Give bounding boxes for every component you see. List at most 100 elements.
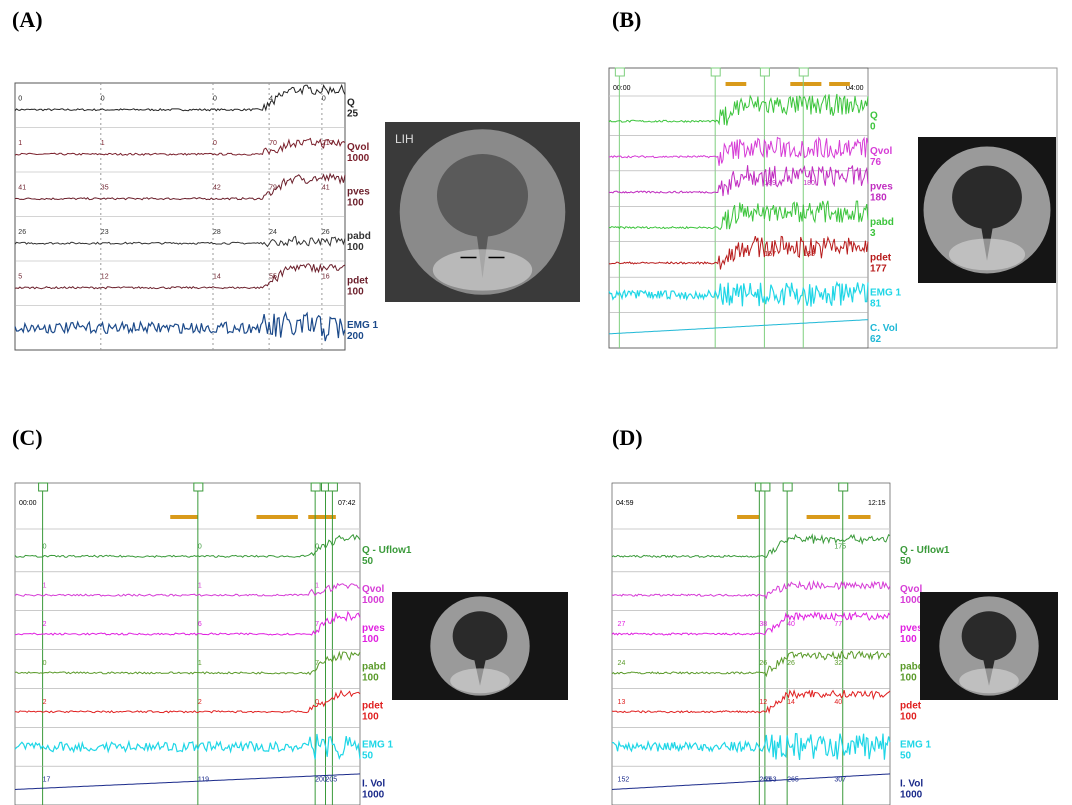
trace-value: 0 (43, 660, 47, 667)
channel-scale: 1000 (362, 789, 385, 800)
trace-value: 55 (269, 273, 277, 280)
bladder (452, 611, 508, 661)
trace-value: 0 (315, 543, 319, 550)
channel-name: Q (347, 98, 355, 109)
trace-value: 23 (101, 229, 109, 236)
trace (14, 263, 346, 290)
channel-scale: 25 (347, 109, 359, 120)
channel-name: I. Vol (362, 778, 385, 789)
trace-value: 28 (213, 229, 221, 236)
bladder (961, 611, 1017, 661)
channel-name: pves (870, 181, 893, 192)
channel-name: I. Vol (900, 778, 923, 789)
channel-name: pves (900, 623, 923, 634)
channel-name: EMG 1 (900, 739, 932, 750)
event-bar (829, 82, 850, 86)
event-flag (838, 482, 849, 492)
channel-scale: 50 (900, 556, 912, 567)
trace (611, 579, 891, 600)
trace-value: 307 (834, 777, 846, 784)
trace-value: 263 (759, 777, 771, 784)
trace-value: 14 (213, 273, 221, 280)
trace-value: 200 (315, 777, 327, 784)
trace-value: 77 (834, 621, 842, 628)
trace-value: 12 (101, 273, 109, 280)
trace-value: 2 (43, 621, 47, 628)
trace (14, 650, 361, 676)
channel-name: pves (362, 623, 385, 634)
channel-name: pdet (900, 701, 922, 712)
event-bar (848, 515, 871, 519)
channel-scale: 76 (870, 157, 882, 168)
event-bar (308, 515, 336, 519)
lower-glow (450, 668, 510, 694)
channel-scale: 180 (870, 192, 887, 203)
trace-value: 0 (213, 140, 217, 147)
channel-scale: 81 (870, 299, 882, 310)
channel-scale: 62 (870, 334, 882, 345)
channel-scale: 1000 (362, 595, 385, 606)
panel-label: (C) (12, 425, 43, 450)
trace (611, 689, 891, 714)
trace-value: 180 (803, 180, 815, 187)
channel-name: pabd (900, 662, 924, 673)
trace (14, 689, 361, 714)
trace (611, 533, 891, 559)
channel-name: pabd (870, 217, 894, 228)
channel-scale: 100 (347, 198, 364, 209)
trace-box (608, 67, 869, 349)
time-label: 04:59 (616, 500, 634, 507)
trace-value: 41 (322, 184, 330, 191)
trace (14, 533, 361, 558)
time-label: 00:00 (19, 500, 37, 507)
trace-value: 26 (18, 229, 26, 236)
trace-value: 2 (43, 699, 47, 706)
time-label: 04:00 (846, 85, 864, 92)
event-flag (310, 482, 321, 492)
trace (608, 280, 869, 307)
trace-value: 24 (618, 660, 626, 667)
lower-glow (948, 238, 1026, 271)
channel-scale: 1000 (900, 789, 923, 800)
event-flag (710, 67, 721, 77)
event-bar (790, 82, 822, 86)
channel-scale: 100 (900, 712, 917, 723)
trace-value: 26 (787, 660, 795, 667)
trace (14, 610, 361, 636)
channel-name: EMG 1 (347, 320, 379, 331)
trace (609, 319, 868, 335)
bladder (436, 154, 529, 237)
channel-scale: 177 (870, 263, 887, 274)
channel-name: EMG 1 (362, 739, 394, 750)
channel-name: C. Vol (870, 323, 898, 334)
trace-value: 0 (101, 95, 105, 102)
panel-label: (B) (612, 7, 641, 32)
channel-name: pabd (362, 662, 386, 673)
event-flag (798, 67, 809, 77)
trace-box (14, 482, 361, 805)
trace-value: 41 (18, 184, 26, 191)
channel-scale: 100 (362, 634, 379, 645)
trace (14, 83, 346, 112)
trace-value: 265 (787, 777, 799, 784)
trace-value: 26 (322, 229, 330, 236)
trace-value: 0 (315, 699, 319, 706)
channel-scale: 200 (347, 331, 364, 342)
time-label: 12:15 (868, 500, 886, 507)
trace (608, 235, 869, 270)
trace-value: 263 (765, 777, 777, 784)
channel-scale: 100 (347, 242, 364, 253)
channel-scale: 100 (900, 673, 917, 684)
lower-glow (959, 668, 1019, 694)
trace-value: 0 (18, 95, 22, 102)
event-bar (725, 82, 747, 86)
trace (14, 235, 346, 248)
trace-value: 70 (269, 140, 277, 147)
event-bar (806, 515, 840, 519)
channel-name: EMG 1 (870, 288, 902, 299)
channel-scale: 50 (900, 750, 912, 761)
trace-value: 175 (834, 543, 846, 550)
channel-name: Qvol (362, 584, 384, 595)
